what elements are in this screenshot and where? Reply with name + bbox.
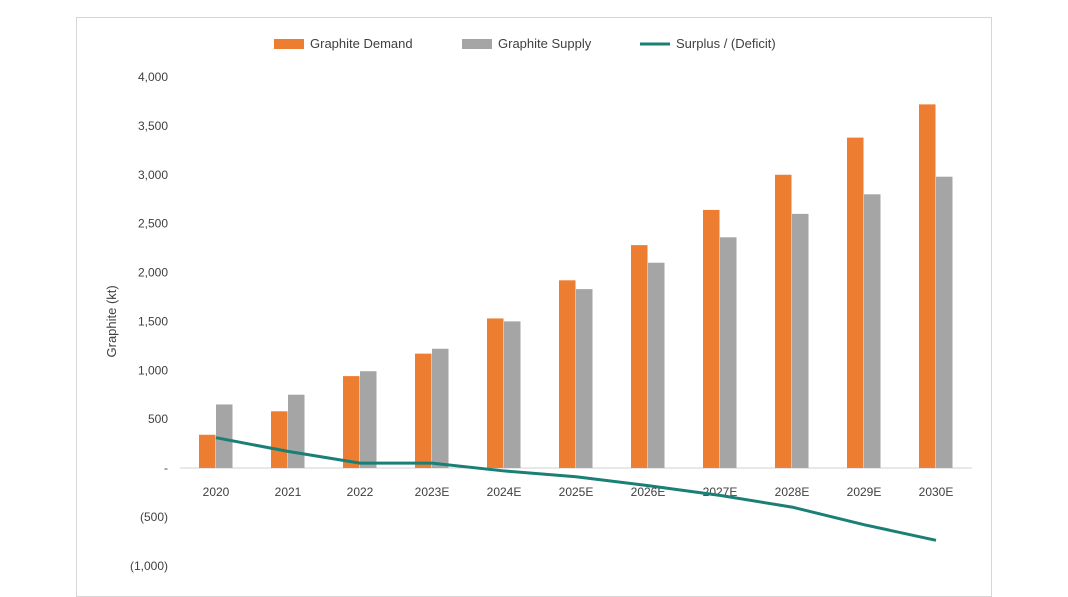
bar-graphite-demand-2029e <box>847 138 864 468</box>
legend-label-graphite-demand: Graphite Demand <box>310 36 413 51</box>
legend-label-graphite-supply: Graphite Supply <box>498 36 592 51</box>
bar-graphite-supply-2028e <box>792 214 809 468</box>
y-tick-label: - <box>164 461 168 475</box>
x-tick-label: 2023E <box>415 485 450 499</box>
bar-graphite-demand-2026e <box>631 245 648 468</box>
bar-graphite-demand-2024e <box>487 318 504 468</box>
x-tick-label: 2022 <box>347 485 374 499</box>
y-axis-label: Graphite (kt) <box>104 285 119 357</box>
legend-label-surplus-deficit: Surplus / (Deficit) <box>676 36 776 51</box>
x-tick-label: 2021 <box>275 485 302 499</box>
y-tick-label: 500 <box>148 412 168 426</box>
bar-graphite-supply-2029e <box>864 194 881 468</box>
bar-graphite-supply-2023e <box>432 349 449 468</box>
bar-graphite-supply-2020 <box>216 404 233 468</box>
bar-graphite-supply-2025e <box>576 289 593 468</box>
y-tick-label: 1,000 <box>138 363 168 377</box>
y-tick-label: (500) <box>140 510 168 524</box>
bar-graphite-demand-2027e <box>703 210 720 468</box>
y-tick-label: (1,000) <box>130 559 168 573</box>
y-tick-label: 2,500 <box>138 217 168 231</box>
bar-graphite-demand-2030e <box>919 104 936 468</box>
bar-graphite-demand-2028e <box>775 175 792 468</box>
bar-graphite-supply-2027e <box>720 237 737 468</box>
bar-graphite-supply-2026e <box>648 263 665 468</box>
graphite-chart: 4,000 3,500 3,000 2,500 2,000 1,500 1,000 500 - (… <box>0 0 1068 580</box>
bar-graphite-demand-2023e <box>415 354 432 468</box>
bar-graphite-supply-2024e <box>504 321 521 468</box>
bar-graphite-demand-2025e <box>559 280 576 468</box>
x-tick-label: 2030E <box>919 485 954 499</box>
y-tick-label: 2,000 <box>138 266 168 280</box>
x-tick-label: 2024E <box>487 485 522 499</box>
bar-graphite-demand-2020 <box>199 435 216 468</box>
bar-graphite-demand-2021 <box>271 411 288 468</box>
bar-graphite-supply-2022 <box>360 371 377 468</box>
x-tick-label: 2020 <box>203 485 230 499</box>
legend-swatch-graphite-supply <box>462 39 492 49</box>
y-tick-label: 4,000 <box>138 70 168 84</box>
bar-graphite-demand-2022 <box>343 376 360 468</box>
x-tick-label: 2025E <box>559 485 594 499</box>
bar-graphite-supply-2030e <box>936 177 953 468</box>
x-tick-label: 2029E <box>847 485 882 499</box>
y-tick-label: 3,000 <box>138 168 168 182</box>
legend-swatch-graphite-demand <box>274 39 304 49</box>
y-tick-label: 1,500 <box>138 314 168 328</box>
bar-graphite-supply-2021 <box>288 395 305 468</box>
x-tick-label: 2028E <box>775 485 810 499</box>
y-tick-label: 3,500 <box>138 119 168 133</box>
